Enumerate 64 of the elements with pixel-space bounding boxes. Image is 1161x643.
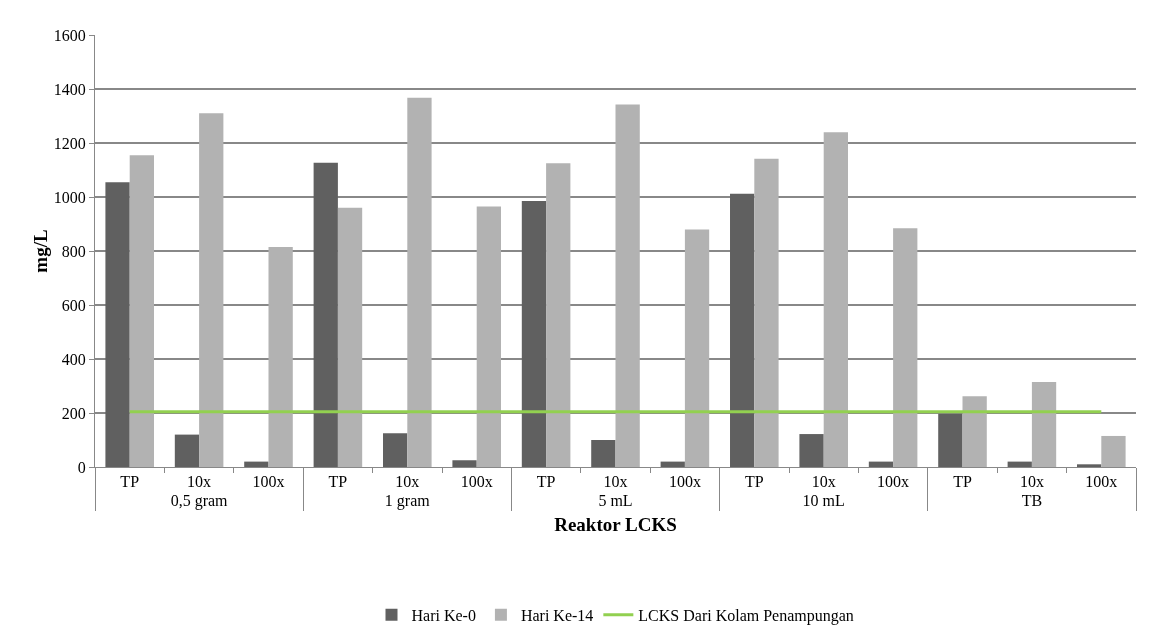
bar [337, 207, 363, 467]
bar [476, 206, 501, 467]
bar [105, 182, 130, 467]
x-tick-label: 10x [187, 473, 212, 491]
y-tick-label: 200 [61, 404, 86, 422]
x-tick-label: 10x [603, 473, 628, 491]
y-tick-label: 1000 [53, 188, 86, 206]
bar [244, 461, 269, 467]
bar [129, 155, 154, 467]
bar [754, 158, 779, 467]
bar [591, 440, 616, 467]
bar [407, 97, 432, 467]
bar [452, 460, 477, 467]
y-tick-label: 1200 [53, 134, 86, 152]
bar [313, 162, 338, 467]
bar [521, 201, 547, 467]
text: 5 mL [598, 492, 633, 510]
bar [868, 461, 894, 467]
bar [823, 132, 848, 467]
x-tick-label: 100x [1085, 473, 1118, 491]
x-axis-title: Reaktor LCKS [554, 514, 677, 535]
bar [615, 104, 640, 467]
text: 0,5 gram [170, 492, 229, 511]
x-tick-label: TP [744, 473, 764, 491]
x-tick-label: TP [953, 473, 972, 491]
bar [799, 434, 824, 467]
bar [174, 434, 200, 467]
y-tick-label: 1600 [53, 26, 86, 44]
bar [1077, 464, 1102, 467]
x-tick-label: TP [536, 473, 556, 491]
text: 1 gram [384, 492, 431, 511]
x-tick-label: 100x [252, 473, 285, 491]
bar [383, 433, 408, 467]
legend-label: Hari Ke-0 [411, 607, 476, 625]
bar [893, 228, 918, 467]
y-tick-label: 600 [61, 296, 86, 314]
x-tick-label: 10x [395, 473, 420, 491]
bar [730, 193, 755, 467]
bar [1031, 381, 1057, 467]
bar [684, 229, 710, 467]
y-tick-label: 1400 [53, 80, 86, 98]
x-tick-label: TP [328, 473, 348, 491]
x-tick-label: 100x [460, 473, 493, 491]
x-tick-label: 100x [668, 473, 701, 491]
bar [1101, 435, 1126, 467]
bar [660, 461, 685, 467]
x-tick-label: 10x [811, 473, 836, 491]
bar [962, 396, 987, 467]
y-tick-label: 400 [61, 350, 86, 368]
bar [546, 163, 571, 467]
x-tick-label: 100x [877, 473, 910, 491]
bar [268, 246, 293, 467]
bar [199, 113, 224, 467]
legend-label: Hari Ke-14 [520, 607, 594, 625]
legend-label: LCKS Dari Kolam Penampungan [638, 607, 854, 626]
x-tick-label: TP [120, 473, 140, 491]
text: TB [1021, 492, 1043, 510]
bar [1007, 461, 1032, 467]
x-tick-label: 10x [1019, 473, 1044, 491]
y-axis-title: mg/L [30, 229, 51, 273]
text: 10 mL [802, 492, 845, 510]
y-tick-label: 0 [77, 458, 86, 476]
y-tick-label: 800 [61, 242, 86, 260]
bar [938, 413, 963, 467]
